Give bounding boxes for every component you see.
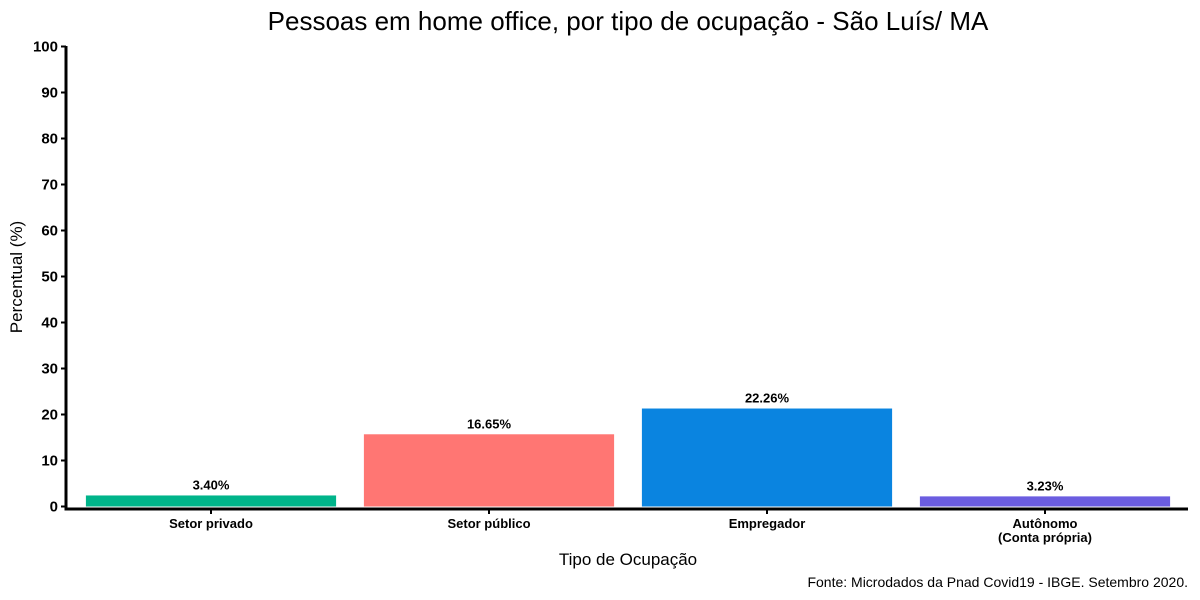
y-tick-label: 60 [41,223,58,240]
y-tick-label: 90 [41,85,58,102]
bar [641,408,893,507]
y-tick-label: 0 [50,499,58,516]
bar [85,495,337,507]
y-tick-label: 20 [41,407,58,424]
y-tick-label: 70 [41,177,58,194]
x-tick-label: Empregador [729,516,806,531]
y-tick-label: 40 [41,315,58,332]
x-tick-label: Setor privado [169,516,253,531]
x-tick-label: Autônomo [1013,516,1078,531]
bar-value-label: 3.23% [1027,478,1064,493]
x-axis-ticks: Setor privado Setor público Empregador Autô… [169,509,1092,545]
y-axis-title: Percentual (%) [7,221,26,333]
y-tick-label: 80 [41,131,58,148]
y-tick-label: 10 [41,453,58,470]
chart-title: Pessoas em home office, por tipo de ocup… [268,6,989,36]
bar-value-label: 3.40% [193,477,230,492]
x-tick-label: (Conta própria) [998,530,1092,545]
y-tick-label: 100 [33,39,58,56]
bar [919,496,1171,507]
plot-area: 3.40% 16.65% 22.26% 3.23% 0 10 20 30 40 50 60 70 80… [33,39,1188,545]
bars [85,408,1171,507]
bar-value-label: 16.65% [467,416,512,431]
bar [363,434,615,507]
y-tick-label: 30 [41,361,58,378]
x-axis-title: Tipo de Ocupação [559,550,697,569]
data-labels: 3.40% 16.65% 22.26% 3.23% [193,391,1064,494]
y-axis-ticks: 0 10 20 30 40 50 60 70 80 90 100 [33,39,66,516]
y-tick-label: 50 [41,269,58,286]
x-tick-label: Setor público [447,516,530,531]
source-caption: Fonte: Microdados da Pnad Covid19 - IBGE… [807,574,1188,590]
bar-value-label: 22.26% [745,391,790,406]
